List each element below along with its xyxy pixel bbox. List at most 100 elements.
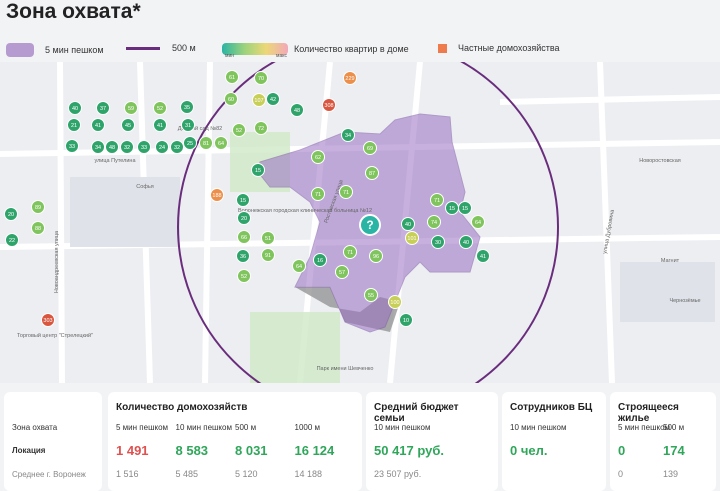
column-label: 500 м: [663, 423, 685, 432]
legend-item: Частные домохозяйства: [438, 43, 560, 53]
place-label: Новоростовская: [639, 158, 681, 164]
house-label: 41: [157, 123, 163, 129]
place-label: Новоандреевская улица: [54, 230, 60, 293]
house-label: 45: [125, 123, 131, 129]
house-marker: [91, 140, 105, 154]
house-label: 32: [174, 145, 180, 151]
house-marker: [91, 118, 105, 132]
house-marker: [254, 71, 268, 85]
house-marker: [313, 253, 327, 267]
house-marker: [68, 101, 82, 115]
house-marker: [96, 101, 110, 115]
legend-label: Количество квартир в доме: [294, 44, 409, 54]
house-marker: [120, 140, 134, 154]
house-label: 74: [431, 220, 437, 226]
row-label: Зона охвата: [12, 423, 58, 432]
house-label: 31: [185, 123, 191, 129]
stats: Зона охвата Локация Среднее г. Воронеж К…: [0, 392, 720, 491]
legend-label: 5 мин пешком: [45, 45, 104, 55]
block: [70, 177, 180, 247]
house-marker: [476, 249, 490, 263]
house-label: 22: [9, 238, 15, 244]
house-marker: [471, 215, 485, 229]
house-label: 71: [343, 190, 349, 196]
row-label: Среднее г. Воронеж: [12, 470, 86, 479]
column-label: 10 мин пешком: [175, 423, 232, 432]
house-label: 62: [315, 155, 321, 161]
house-label: 52: [236, 128, 242, 134]
stat-card: Средний бюджет семьи 10 мин пешком 50 417 …: [366, 392, 498, 491]
house-marker: [237, 269, 251, 283]
house-marker: [153, 101, 167, 115]
house-label: 15: [240, 198, 246, 204]
house-label: 229: [345, 76, 354, 82]
legend-label: 500 м: [172, 43, 196, 53]
house-label: 33: [141, 145, 147, 151]
house-marker: [67, 118, 81, 132]
house-label: 64: [218, 141, 224, 147]
house-marker: [430, 193, 444, 207]
house-marker: [31, 221, 45, 235]
house-marker: [170, 140, 184, 154]
house-marker: [105, 140, 119, 154]
house-marker: [459, 235, 473, 249]
house-label: 87: [369, 171, 375, 177]
stat-average: 5 485: [175, 469, 199, 479]
house-label: 66: [241, 235, 247, 241]
house-marker: [311, 150, 325, 164]
house-marker: [4, 207, 18, 221]
house-marker: [364, 288, 378, 302]
house-marker: [343, 71, 357, 85]
house-marker: [214, 136, 228, 150]
house-marker: [311, 187, 325, 201]
house-marker: [363, 141, 377, 155]
block: [620, 262, 715, 322]
house-marker: [181, 118, 195, 132]
house-marker: [322, 98, 336, 112]
house-label: 34: [345, 133, 351, 139]
stat-average: 14 188: [294, 469, 323, 479]
legend-min: мин: [225, 53, 234, 59]
place-label: улица Путелина: [94, 158, 136, 164]
house-label: 36: [240, 254, 246, 260]
house-marker: [369, 249, 383, 263]
house-label: 71: [315, 192, 321, 198]
legend-item: 500 м: [126, 43, 196, 53]
stat-value: 174: [663, 443, 685, 458]
place-label: Воронежская городская клиническая больни…: [238, 208, 372, 214]
house-label: 64: [296, 264, 302, 270]
zone-500m: [177, 62, 559, 383]
house-label: 107: [254, 98, 263, 104]
house-label: 30: [435, 240, 441, 246]
place-label: Чернозёмье: [669, 298, 700, 304]
house-marker: [292, 259, 306, 273]
stat-average: 0: [618, 469, 624, 479]
house-label: 188: [212, 193, 221, 199]
stat-value: 50 417 руб.: [374, 443, 445, 458]
column-label: 1000 м: [294, 423, 321, 432]
house-marker: [153, 118, 167, 132]
column-label: 10 мин пешком: [374, 423, 431, 432]
house-label: 40: [72, 106, 78, 112]
house-label: 42: [270, 97, 276, 103]
house-label: 70: [258, 76, 264, 82]
house-label: 81: [203, 141, 209, 147]
house-label: 40: [463, 240, 469, 246]
house-label: 37: [100, 106, 106, 112]
place-label: Детский сад №82: [178, 125, 222, 132]
house-marker: [237, 211, 251, 225]
house-label: 71: [347, 250, 353, 256]
house-label: 33: [69, 144, 75, 150]
house-label: 16: [317, 258, 323, 264]
house-marker: [254, 121, 268, 135]
house-marker: [137, 140, 151, 154]
house-label: 72: [258, 126, 264, 132]
card-title: Сотрудников БЦ: [510, 402, 593, 413]
legend-label: Частные домохозяйства: [458, 43, 560, 53]
house-marker: [124, 101, 138, 115]
house-marker: [365, 166, 379, 180]
legend-swatch: [438, 43, 447, 53]
house-label: 20: [241, 216, 247, 222]
house-label: 59: [128, 106, 134, 112]
